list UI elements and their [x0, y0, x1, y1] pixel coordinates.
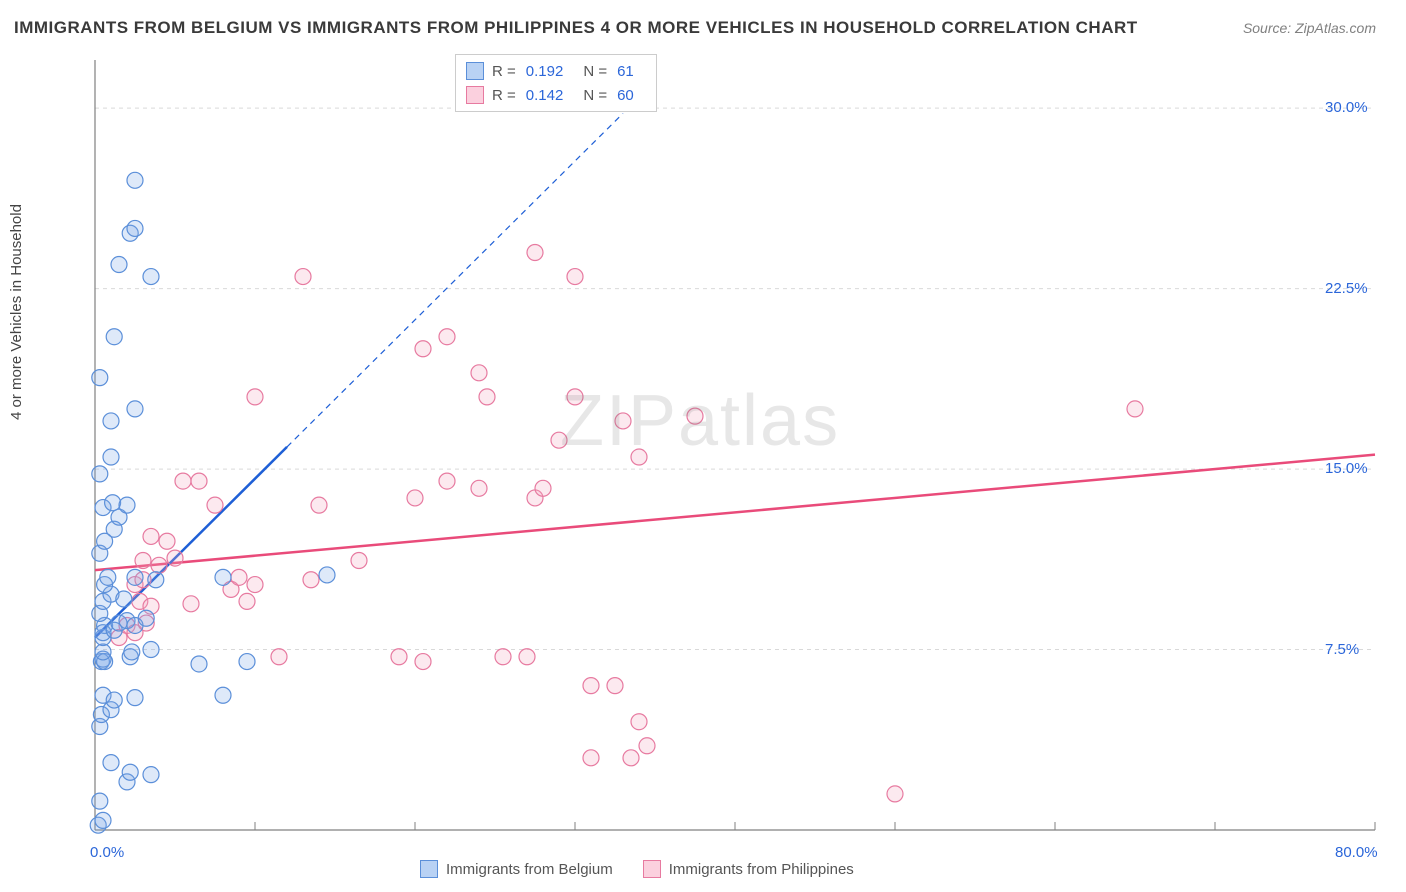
x-axis-tick-label: 0.0% — [90, 844, 124, 861]
source-attribution: Source: ZipAtlas.com — [1243, 20, 1376, 36]
scatter-plot-svg — [45, 50, 1385, 840]
y-axis-tick-label: 30.0% — [1325, 99, 1368, 116]
y-axis-label: 4 or more Vehicles in Household — [8, 204, 25, 420]
legend-swatch-belgium — [420, 860, 438, 878]
legend-n-label: N = — [583, 87, 607, 104]
legend-stats-row: R = 0.192 N = 61 — [466, 59, 646, 83]
y-axis-tick-label: 15.0% — [1325, 460, 1368, 477]
x-axis-tick-label: 80.0% — [1335, 844, 1378, 861]
legend-stats-row: R = 0.142 N = 60 — [466, 83, 646, 107]
legend-swatch-belgium — [466, 62, 484, 80]
y-axis-tick-label: 22.5% — [1325, 280, 1368, 297]
chart-title: IMMIGRANTS FROM BELGIUM VS IMMIGRANTS FR… — [14, 18, 1138, 38]
legend-r-value: 0.192 — [526, 63, 564, 80]
legend-label: Immigrants from Philippines — [669, 861, 854, 878]
legend-label: Immigrants from Belgium — [446, 861, 613, 878]
legend-swatch-philippines — [466, 86, 484, 104]
legend-n-label: N = — [583, 63, 607, 80]
legend-swatch-philippines — [643, 860, 661, 878]
legend-n-value: 60 — [617, 87, 634, 104]
legend-item-philippines: Immigrants from Philippines — [643, 860, 854, 878]
legend-r-label: R = — [492, 87, 516, 104]
legend-item-belgium: Immigrants from Belgium — [420, 860, 613, 878]
legend-stats: R = 0.192 N = 61 R = 0.142 N = 60 — [455, 54, 657, 112]
legend-series: Immigrants from Belgium Immigrants from … — [420, 860, 854, 878]
legend-n-value: 61 — [617, 63, 634, 80]
chart-area — [45, 50, 1385, 840]
y-axis-tick-label: 7.5% — [1325, 641, 1359, 658]
legend-r-label: R = — [492, 63, 516, 80]
legend-r-value: 0.142 — [526, 87, 564, 104]
